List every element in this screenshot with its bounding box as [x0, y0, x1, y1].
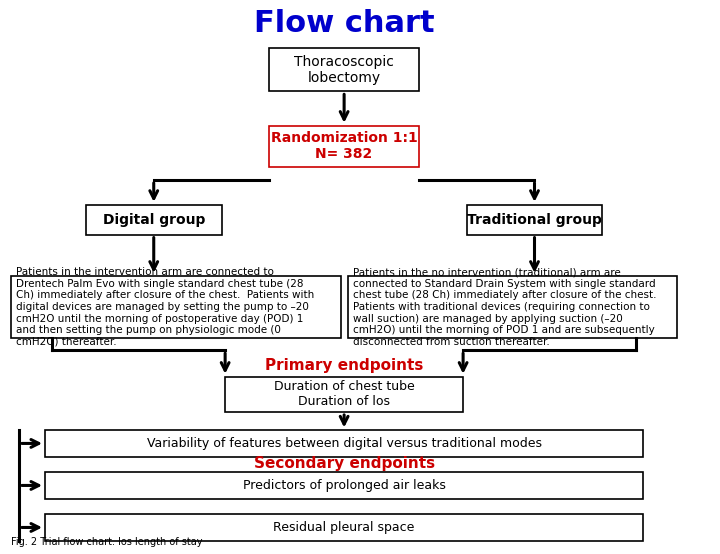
FancyBboxPatch shape [45, 473, 643, 499]
FancyBboxPatch shape [467, 204, 603, 235]
FancyBboxPatch shape [45, 514, 643, 541]
Text: Variability of features between digital versus traditional modes: Variability of features between digital … [147, 437, 541, 450]
FancyBboxPatch shape [11, 276, 341, 338]
Text: Primary endpoints: Primary endpoints [265, 358, 423, 373]
Text: Secondary endpoints: Secondary endpoints [253, 456, 435, 471]
Text: Flow chart: Flow chart [254, 9, 434, 38]
Text: Duration of chest tube
Duration of los: Duration of chest tube Duration of los [274, 380, 415, 408]
Text: Residual pleural space: Residual pleural space [274, 521, 415, 534]
FancyBboxPatch shape [269, 126, 419, 167]
Text: Fig. 2 Trial flow chart. los length of stay: Fig. 2 Trial flow chart. los length of s… [11, 537, 202, 547]
Text: Predictors of prolonged air leaks: Predictors of prolonged air leaks [243, 479, 446, 492]
FancyBboxPatch shape [45, 430, 643, 456]
Text: Traditional group: Traditional group [467, 213, 602, 227]
FancyBboxPatch shape [225, 377, 463, 412]
Text: Digital group: Digital group [102, 213, 205, 227]
Text: Patients in the no intervention (traditional) arm are
connected to Standard Drai: Patients in the no intervention (traditi… [353, 267, 657, 347]
Text: Thoracoscopic
lobectomy: Thoracoscopic lobectomy [294, 54, 394, 85]
FancyBboxPatch shape [269, 48, 419, 91]
FancyBboxPatch shape [86, 204, 222, 235]
FancyBboxPatch shape [348, 276, 678, 338]
Text: Randomization 1:1
N= 382: Randomization 1:1 N= 382 [271, 131, 418, 161]
Text: Patients in the intervention arm are connected to
Drentech Palm Evo with single : Patients in the intervention arm are con… [17, 267, 315, 347]
